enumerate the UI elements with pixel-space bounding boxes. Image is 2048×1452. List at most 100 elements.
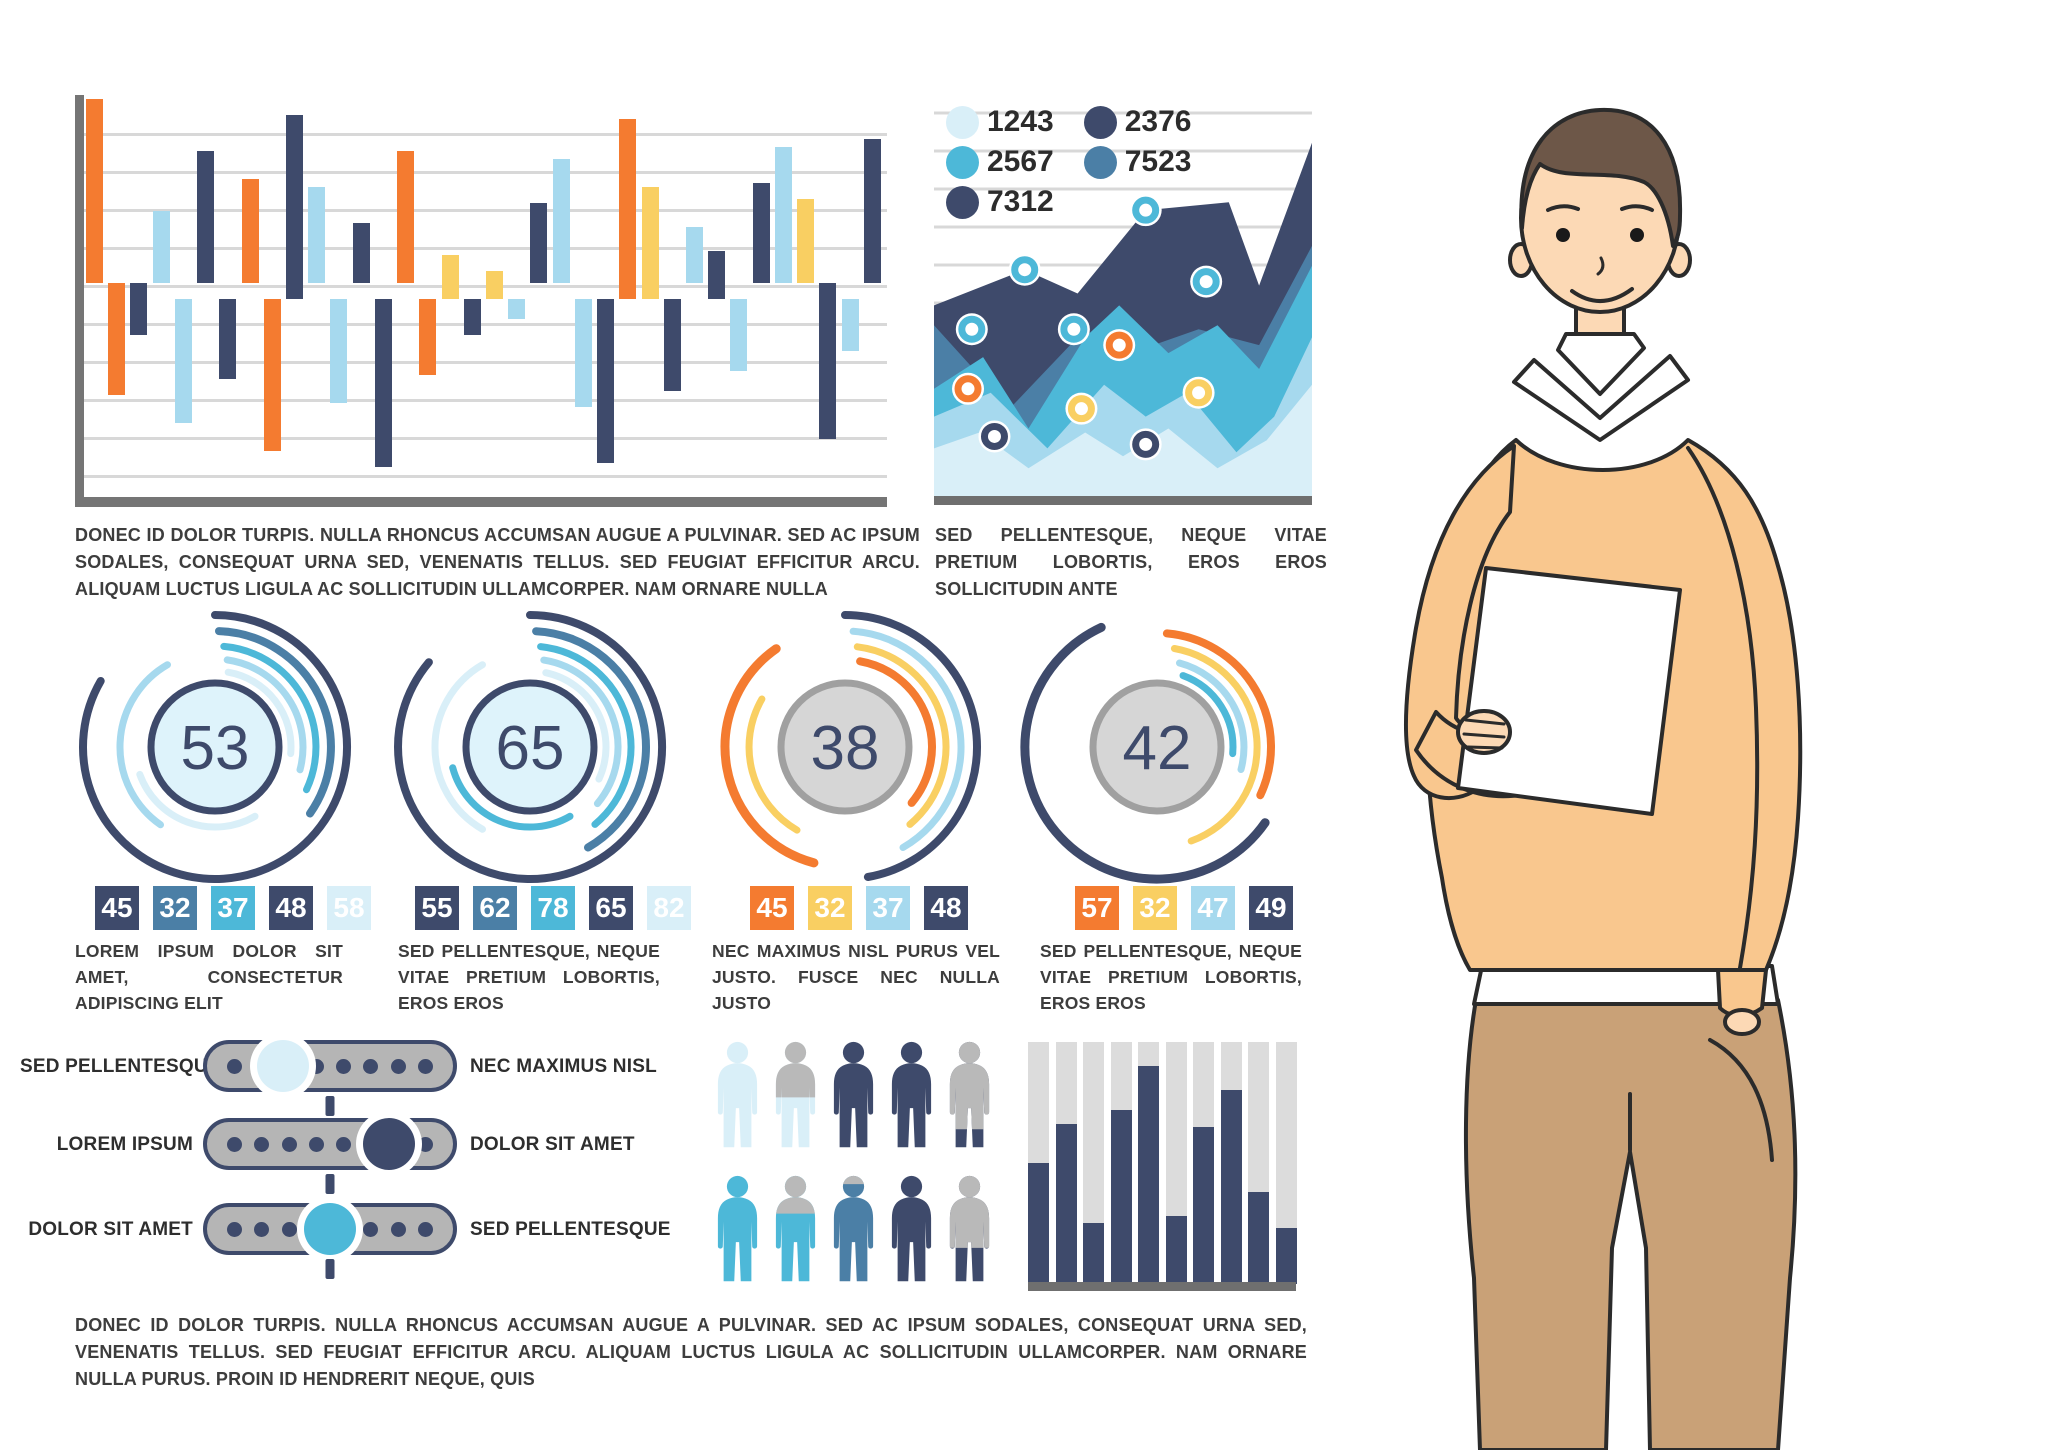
- slider-knob[interactable]: [363, 1118, 416, 1170]
- bar: [797, 199, 815, 283]
- slider-dot: [417, 1221, 433, 1237]
- gauge-arc: [431, 661, 486, 833]
- ring-marker: [1192, 268, 1220, 296]
- person-figure: [771, 1170, 820, 1288]
- slider-tick: [325, 1096, 335, 1116]
- gauge-center-circle: [147, 679, 283, 815]
- slider-dot: [227, 1058, 242, 1074]
- column-background: [1275, 1042, 1297, 1284]
- slider-1-left-label: SED PELLENTESQUE: [20, 1056, 221, 1077]
- gauge-value: 38: [811, 714, 880, 783]
- badge: 58: [327, 886, 371, 930]
- bar: [263, 299, 281, 451]
- legend-label: 2376: [1124, 105, 1192, 138]
- slider-3-left-label: DOLOR SIT AMET: [28, 1219, 193, 1240]
- slider-knob[interactable]: [257, 1040, 310, 1092]
- column-value: [1193, 1127, 1214, 1284]
- person-figure: [829, 1036, 878, 1154]
- eye-right: [1630, 228, 1644, 242]
- gridline: [84, 133, 887, 136]
- gauge-4-caption: SED PELLENTESQUE, NEQUE VITAE PRETIUM LO…: [1040, 941, 1302, 1013]
- slider-dot: [308, 1136, 324, 1152]
- bar: [486, 271, 503, 299]
- gauge-3-dial: 38: [720, 611, 981, 881]
- badge: 47: [1191, 886, 1235, 930]
- bar: [530, 203, 548, 283]
- floating-bar-chart: [75, 95, 887, 507]
- bar: [174, 299, 192, 423]
- gauge-arc: [849, 627, 965, 851]
- column-value: [1248, 1192, 1269, 1284]
- person-figure-top: [829, 1170, 878, 1185]
- bar: [552, 159, 570, 283]
- column-value: [1083, 1223, 1104, 1284]
- legend-swatch: [1083, 145, 1117, 179]
- left-upper-arm: [1403, 444, 1516, 801]
- gauge-3-badges: 45 32 37 48: [750, 886, 968, 930]
- ring-marker: [958, 315, 986, 343]
- badge: 37: [211, 886, 255, 930]
- slider-dot: [336, 1136, 352, 1152]
- badge: 57: [1075, 886, 1119, 930]
- badge: 82: [647, 886, 691, 930]
- legend-item: 2567: [946, 145, 1054, 179]
- slider-dot: [308, 1058, 324, 1074]
- floating-bar-chart-bars: [84, 95, 884, 495]
- slider-1-track[interactable]: [203, 1040, 457, 1116]
- person-figure: [713, 1170, 762, 1288]
- slider-dot: [281, 1221, 297, 1237]
- slider-3-track[interactable]: [203, 1203, 457, 1279]
- paragraph-1: DONEC ID DOLOR TURPIS. NULLA RHONCUS ACC…: [75, 525, 920, 599]
- stacked-column-chart: [1028, 1032, 1303, 1292]
- gauge-arc: [1020, 622, 1270, 884]
- bar: [619, 119, 637, 299]
- slider-2-left-label: LOREM IPSUM: [56, 1134, 193, 1155]
- slider-dot: [254, 1136, 270, 1152]
- gauge-3-caption: NEC MAXIMUS NISL PURUS VEL JUSTO. FUSCE …: [712, 941, 1000, 1013]
- slider-2-track[interactable]: [203, 1118, 457, 1194]
- x-axis: [75, 497, 887, 507]
- gauge-1-dial: 53: [79, 611, 352, 883]
- legend-item: 2376: [1083, 105, 1192, 139]
- badge: 48: [269, 886, 313, 930]
- slider-2-right-label: DOLOR SIT AMET: [470, 1134, 635, 1155]
- slider-tick: [325, 1259, 335, 1279]
- bar: [219, 299, 237, 379]
- gauge-4-badges: 57 32 47 49: [1075, 886, 1293, 930]
- gauge-arc: [1170, 645, 1261, 845]
- person-figure: [945, 1036, 994, 1154]
- right-arm-seam: [1686, 446, 1760, 970]
- gauge-2-dial: 65: [394, 611, 667, 883]
- bar: [463, 299, 481, 335]
- gauge-arc: [540, 656, 622, 808]
- slider-knob[interactable]: [304, 1203, 356, 1255]
- badge: 55: [415, 886, 459, 930]
- gridline: [84, 361, 887, 364]
- nose: [1596, 256, 1605, 276]
- bar: [86, 99, 103, 283]
- column-value: [1055, 1124, 1077, 1284]
- paragraph-2: SED PELLENTESQUE, NEQUE VITAE PRETIUM LO…: [935, 525, 1327, 599]
- gauge-1-caption: LOREM IPSUM DOLOR SIT AMET, CONSECTETUR …: [75, 941, 343, 1013]
- ring-marker: [954, 375, 982, 403]
- people-row-2: [713, 1170, 994, 1288]
- gauge-3: 38 45 32 37 48 NEC MAXIMUS NISL PURUS VEL J…: [695, 595, 1000, 1015]
- slider-tick: [325, 1174, 335, 1194]
- bar: [130, 283, 148, 335]
- bar: [841, 299, 859, 351]
- gridline: [84, 171, 887, 174]
- bar: [863, 139, 881, 283]
- gridline: [84, 209, 887, 212]
- person-figure: [771, 1036, 820, 1154]
- bar: [508, 299, 526, 319]
- person-figure: [887, 1170, 936, 1288]
- slider-dot: [363, 1058, 379, 1074]
- gauge-arc: [745, 695, 801, 834]
- bar: [708, 251, 726, 299]
- gauge-arc: [1179, 672, 1237, 758]
- bar: [374, 299, 392, 467]
- ring-marker: [1105, 331, 1133, 359]
- bar: [330, 299, 348, 403]
- slider-dot: [417, 1136, 433, 1152]
- stacked-column-baseline: [1028, 1282, 1296, 1291]
